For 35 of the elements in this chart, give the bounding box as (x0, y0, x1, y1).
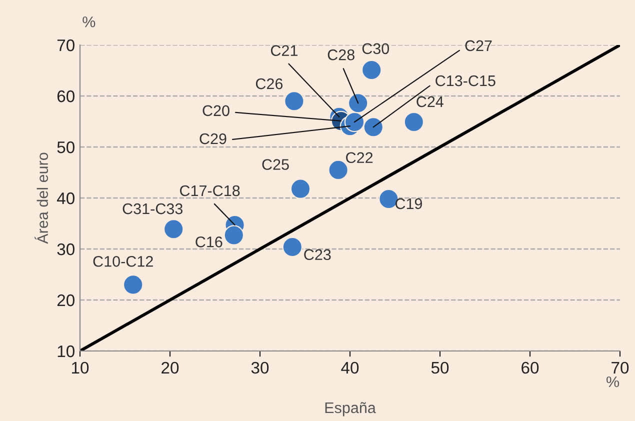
x-tick-label: 60 (522, 362, 539, 374)
annotation: C21 (270, 45, 298, 56)
y-axis-title: Área del euro (34, 152, 48, 244)
y-tick-label: 10 (58, 345, 74, 358)
x-tick-label: 20 (162, 362, 179, 374)
y-tick-label: 60 (57, 90, 74, 102)
x-tick-label: 40 (341, 362, 359, 374)
x-tick-label: 30 (251, 362, 269, 374)
x-tick-label: 10 (72, 362, 89, 374)
y-tick-label: 40 (56, 192, 74, 204)
x-tick-label: 70 (612, 362, 629, 374)
annotation: C10-C12 (93, 256, 153, 267)
annotation: C31-C33 (122, 203, 182, 214)
y-tick-label: 30 (57, 243, 74, 256)
annotation: C13-C15 (436, 75, 496, 86)
annotation: C20 (202, 105, 230, 116)
annotation: C17-C18 (180, 185, 240, 196)
annotation: C25 (262, 159, 289, 170)
annotation: C16 (196, 236, 222, 248)
annotation: C28 (328, 49, 354, 60)
annotation: C23 (304, 249, 331, 260)
annotation: C26 (256, 78, 283, 90)
annotation: C22 (346, 152, 373, 164)
x-tick-label: 50 (431, 362, 449, 374)
annotation: C29 (200, 133, 226, 144)
annotation: C24 (416, 96, 444, 108)
text: % (82, 16, 96, 28)
y-tick-label: 70 (57, 39, 74, 52)
text: % (606, 376, 620, 388)
annotation: C19 (395, 198, 422, 210)
x-axis-title: España (325, 402, 376, 416)
annotation: C27 (465, 40, 492, 52)
y-tick-label: 50 (57, 141, 74, 154)
y-tick-label: 20 (57, 294, 74, 306)
annotation: C30 (362, 43, 390, 54)
